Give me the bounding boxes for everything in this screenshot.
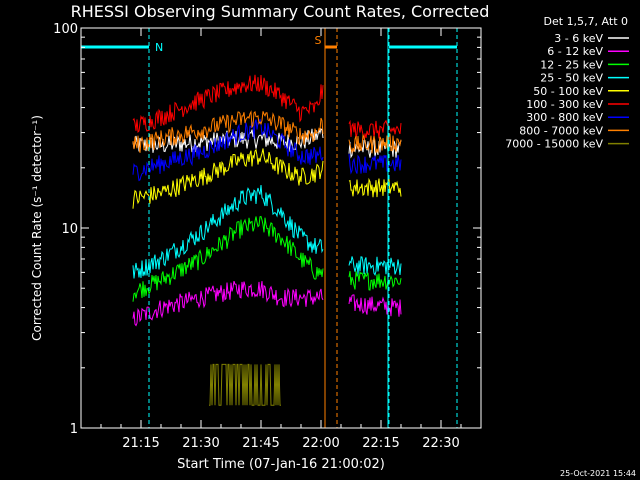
- x-tick-label: 21:15: [122, 436, 159, 451]
- legend-label: 50 - 100 keV: [533, 85, 603, 98]
- legend-label: 6 - 12 keV: [547, 45, 603, 58]
- annotation-label: N: [155, 41, 163, 54]
- legend-label: 25 - 50 keV: [540, 72, 603, 85]
- series-line-1: [132, 280, 402, 327]
- legend-label: 12 - 25 keV: [540, 58, 603, 71]
- series-line-7: [132, 110, 402, 155]
- x-tick-label: 22:00: [302, 436, 339, 451]
- legend-label: 100 - 300 keV: [526, 98, 603, 111]
- series-line-2: [132, 215, 402, 302]
- x-axis-label: Start Time (07-Jan-16 21:00:02): [177, 457, 385, 472]
- x-tick-label: 21:30: [182, 436, 219, 451]
- series-line-5: [132, 74, 402, 140]
- legend-label: 300 - 800 keV: [526, 111, 603, 124]
- y-tick-label: 100: [53, 22, 78, 37]
- chart-title: RHESSI Observing Summary Count Rates, Co…: [71, 2, 490, 21]
- plot-frame: [80, 27, 482, 429]
- x-tick-label: 22:15: [362, 436, 399, 451]
- y-axis-label: Corrected Count Rate (s⁻¹ detector⁻¹): [30, 115, 44, 341]
- y-tick-label: 10: [61, 222, 78, 237]
- x-tick-label: 21:45: [242, 436, 279, 451]
- legend-label: 800 - 7000 keV: [519, 124, 603, 137]
- series-line-8: [209, 363, 281, 406]
- y-tick-label: 1: [70, 422, 78, 437]
- legend-label: 3 - 6 keV: [554, 32, 603, 45]
- legend-label: 7000 - 15000 keV: [505, 138, 603, 151]
- annotation-label: S: [315, 34, 322, 47]
- x-tick-label: 22:30: [422, 436, 459, 451]
- series-line-3: [132, 184, 402, 279]
- footer-timestamp: 25-Oct-2021 15:44: [560, 469, 636, 478]
- series-line-4: [132, 148, 402, 209]
- legend-title: Det 1,5,7, Att 0: [544, 15, 628, 28]
- series-line-6: [132, 118, 402, 182]
